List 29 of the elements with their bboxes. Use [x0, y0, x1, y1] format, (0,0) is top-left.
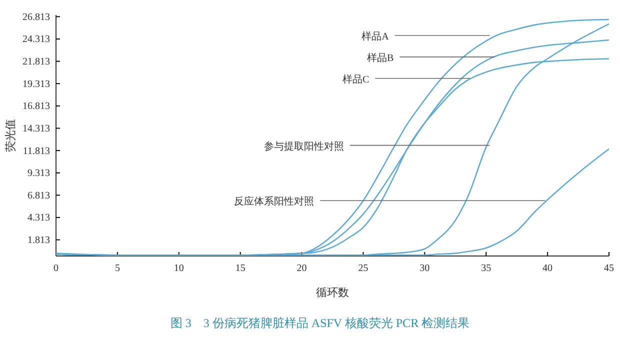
annotation: 样品C: [342, 73, 370, 86]
y-tick-label: 26.813: [22, 12, 50, 23]
annotation: 样品B: [367, 52, 394, 64]
y-tick-label: 6.813: [28, 190, 50, 202]
y-tick-label: 1.813: [28, 235, 50, 246]
y-tick-label: 14.313: [22, 123, 50, 134]
x-tick-label: 30: [420, 263, 430, 274]
y-tick-label: 4.313: [28, 212, 50, 224]
annotation: 反应体系阳性对照: [234, 196, 314, 208]
y-tick-label: 16.813: [22, 101, 50, 112]
y-tick-label: 11.813: [22, 146, 50, 157]
x-tick-label: 45: [604, 263, 614, 274]
x-tick-label: 0: [54, 263, 58, 274]
y-tick-label: 24.313: [22, 34, 50, 46]
x-tick-label: 35: [481, 263, 492, 274]
annotation: 参与提取阳性对照: [264, 140, 344, 152]
y-tick-label: 21.813: [22, 56, 50, 68]
x-tick-label: 40: [542, 263, 553, 274]
x-tick-label: 20: [296, 263, 307, 274]
y-tick-label: 9.313: [28, 168, 50, 180]
text: 图 3 3 份病死猪脾脏样品 ASFV 核酸荧光 PCR 检测结果: [170, 316, 470, 330]
annotation: 样品A: [362, 30, 390, 43]
x-tick-label: 5: [114, 263, 120, 274]
x-tick-label: 15: [235, 263, 246, 274]
x-tick-label: 10: [174, 263, 184, 274]
y-tick-label: 19.313: [22, 78, 50, 90]
y-axis-title: 荧光值: [4, 119, 17, 152]
x-tick-label: 25: [358, 263, 368, 274]
x-axis-title: 循环数: [316, 287, 349, 299]
